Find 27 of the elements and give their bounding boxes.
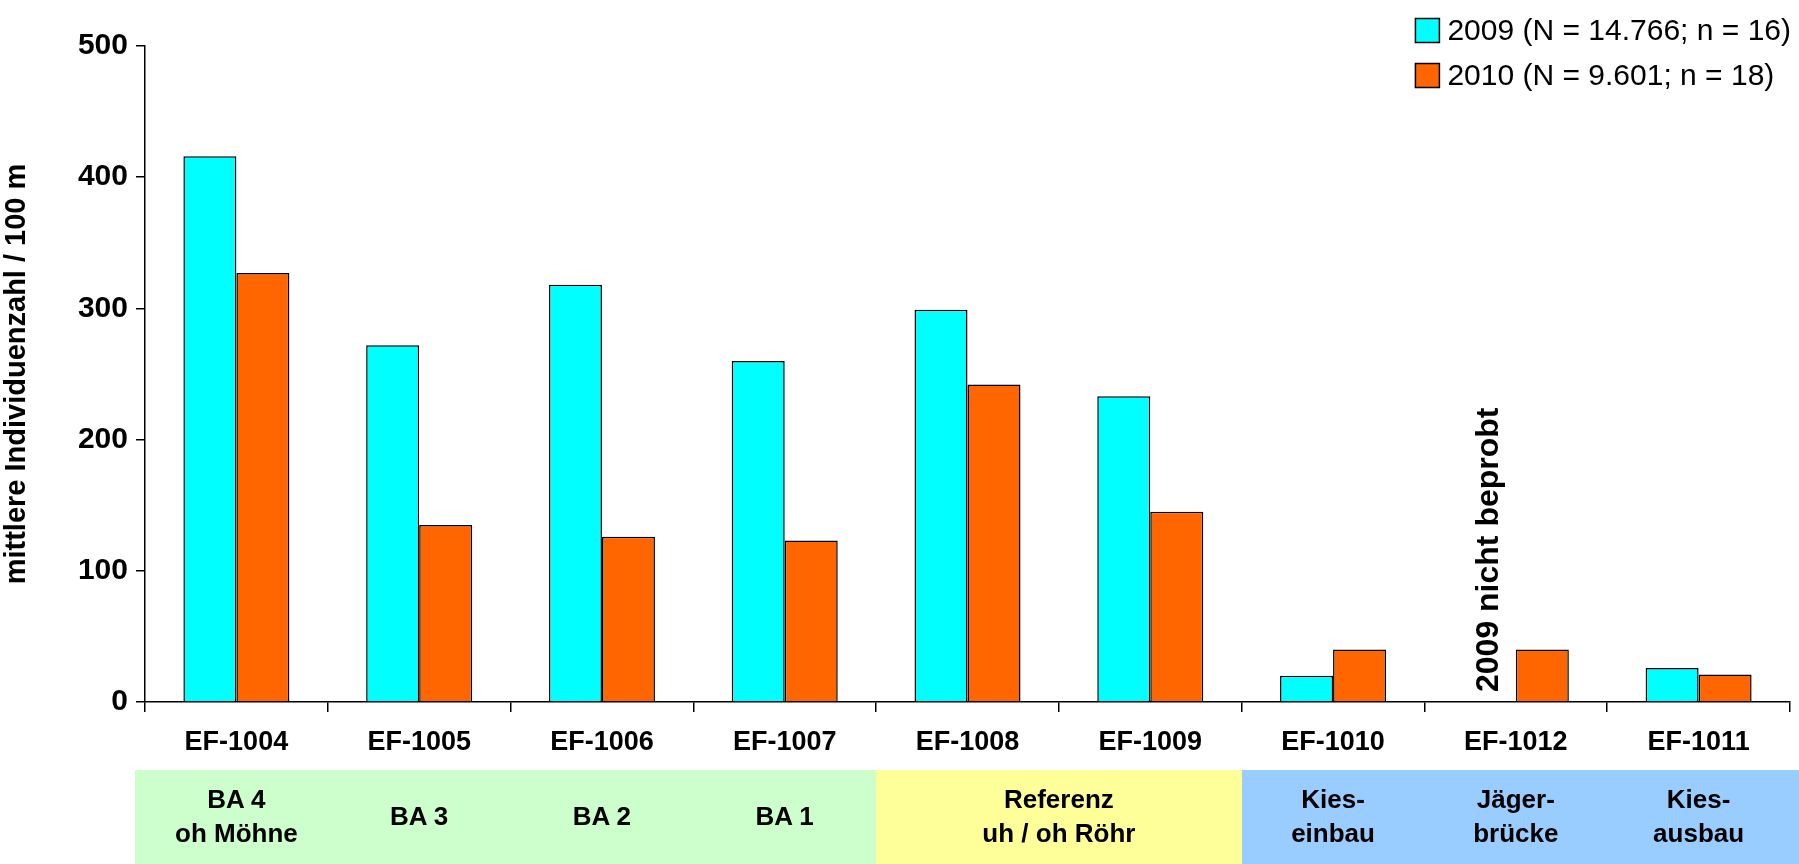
y-axis-title: mittlere Individuenzahl / 100 m (0, 163, 32, 585)
x-tick-label: EF-1005 (367, 725, 471, 756)
x-tick-label: EF-1007 (732, 725, 837, 756)
text: Kies- ausbau (1653, 783, 1745, 850)
text: Jäger- brücke (1473, 783, 1559, 850)
x-tick-label: EF-1008 (915, 725, 1020, 756)
legend-label: 2010 (N = 9.601; n = 18) (1447, 57, 1775, 91)
annotation: 2009 nicht beprobt (1469, 407, 1506, 692)
text: BA 2 (572, 800, 632, 834)
x-tick-label: EF-1012 (1464, 725, 1568, 756)
x-tick-label: EF-1010 (1281, 725, 1385, 756)
y-tick-label: 100 (77, 552, 128, 586)
text: Kies- einbau (1291, 783, 1375, 850)
x-tick-label: EF-1004 (184, 725, 289, 756)
legend-label: 2009 (N = 14.766; n = 16) (1447, 12, 1792, 46)
y-tick-label: 0 (111, 683, 128, 717)
text: BA 3 (390, 800, 449, 834)
y-tick-label: 200 (77, 420, 128, 454)
text: BA 1 (755, 800, 814, 834)
text: Referenz uh / oh Röhr (982, 783, 1136, 850)
y-tick-label: 300 (77, 289, 128, 323)
y-tick-label: 500 (77, 27, 128, 61)
x-tick-label: EF-1006 (550, 725, 654, 756)
text: BA 4 oh Möhne (175, 783, 298, 850)
x-tick-label: EF-1011 (1647, 725, 1750, 756)
y-tick-label: 400 (77, 158, 128, 192)
x-tick-label: EF-1009 (1098, 725, 1203, 756)
